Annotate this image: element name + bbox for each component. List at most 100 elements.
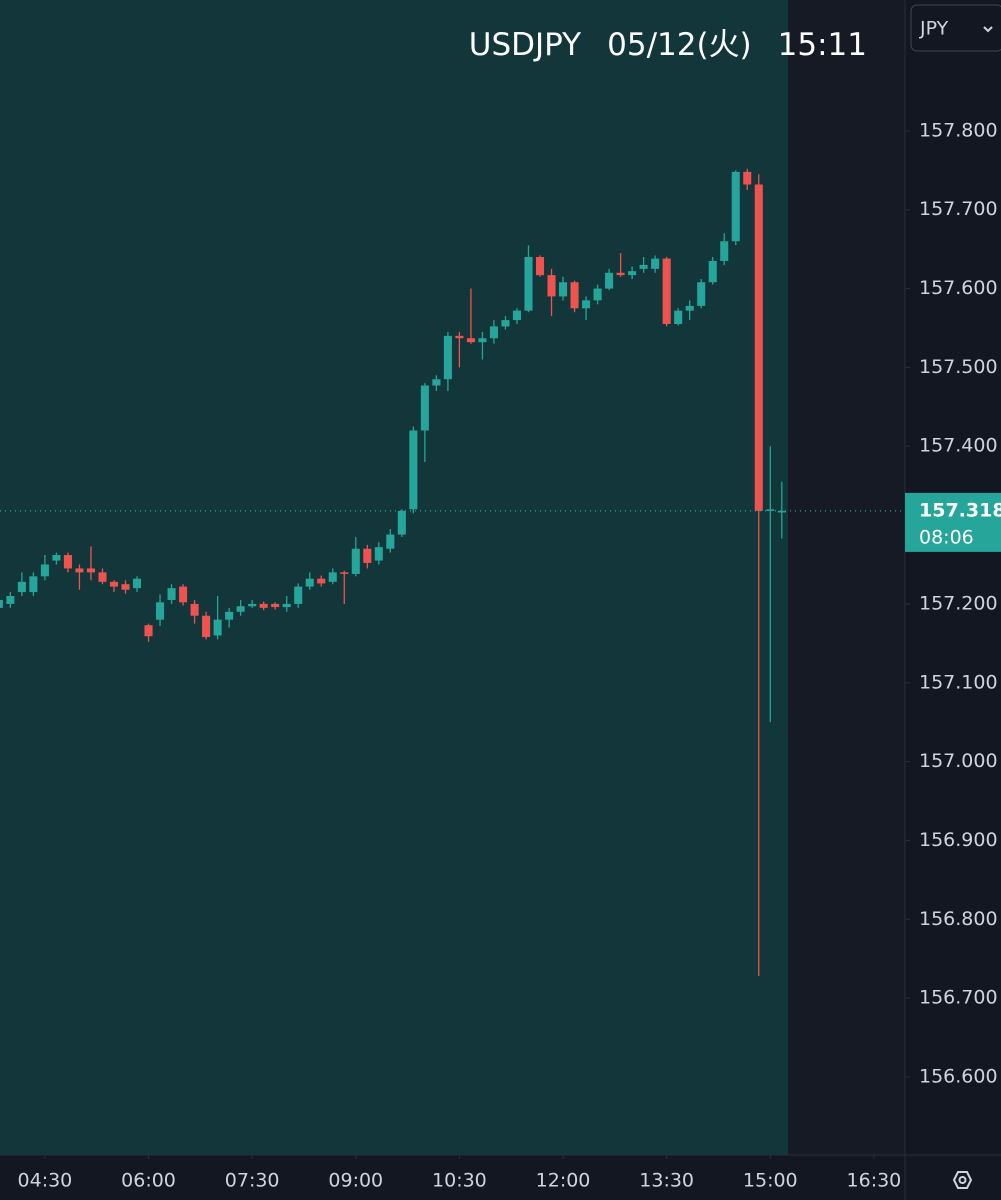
- candle-body: [420, 385, 429, 431]
- candle-body: [6, 596, 15, 604]
- x-tick-label: 12:00: [536, 1170, 591, 1192]
- symbol: USDJPY: [469, 27, 581, 63]
- candle-body: [547, 275, 556, 297]
- y-tick-label: 156.700: [919, 987, 998, 1009]
- y-tick-label: 156.900: [919, 829, 998, 851]
- candle-body: [202, 615, 211, 638]
- candle-body: [374, 547, 383, 561]
- settings-icon-center[interactable]: [958, 1176, 967, 1184]
- time: 15:11: [778, 27, 867, 63]
- x-tick-label: 06:00: [121, 1170, 176, 1192]
- candle-body: [593, 288, 602, 301]
- candle-body: [731, 171, 740, 242]
- settings-icon[interactable]: [952, 1171, 973, 1189]
- candle-body: [582, 300, 591, 309]
- price-label: 157.318: [919, 499, 1001, 521]
- candle-body: [489, 326, 498, 339]
- candle-body: [328, 572, 337, 582]
- candle-body: [697, 282, 706, 306]
- candle-body: [86, 568, 95, 573]
- candle-body: [674, 310, 683, 325]
- y-tick-label: 156.600: [919, 1065, 998, 1087]
- candle-body: [98, 572, 107, 582]
- y-tick-label: 157.800: [919, 119, 998, 141]
- currency-button[interactable]: JPY: [910, 4, 1001, 52]
- candle-body: [616, 272, 625, 276]
- candle-body: [156, 602, 165, 620]
- candle-body: [363, 548, 372, 563]
- candle-body: [651, 258, 660, 269]
- candle-body: [766, 509, 775, 511]
- x-tick-label: 09:00: [328, 1170, 383, 1192]
- price-label-box: [905, 492, 1001, 552]
- candle-body: [75, 568, 84, 573]
- candle-body: [743, 171, 752, 185]
- y-tick-label: 157.000: [919, 750, 998, 772]
- candle-body: [121, 584, 130, 590]
- candle-body: [524, 257, 533, 311]
- candle-body: [109, 581, 119, 587]
- candle-body: [432, 379, 441, 386]
- candle-body: [409, 430, 418, 510]
- candle-body: [282, 603, 291, 608]
- countdown-label: 08:06: [919, 526, 974, 548]
- candle-body: [512, 310, 522, 321]
- y-tick-label: 157.600: [919, 277, 998, 299]
- candle-body: [144, 625, 153, 637]
- candle-body: [340, 572, 349, 574]
- y-tick-label: 157.400: [919, 435, 998, 457]
- settings-button[interactable]: [952, 1171, 973, 1189]
- candle-body: [559, 282, 568, 297]
- y-tick-label: 157.100: [919, 671, 998, 693]
- candle-body: [213, 619, 222, 636]
- x-tick-label: 07:30: [225, 1170, 280, 1192]
- candle-body: [190, 603, 199, 616]
- candle-body: [17, 581, 26, 593]
- y-tick-label: 157.500: [919, 356, 998, 378]
- y-tick-label: 156.800: [919, 908, 998, 930]
- candle-body: [236, 606, 245, 612]
- candle-body: [570, 282, 579, 309]
- candle-body: [351, 548, 360, 574]
- chart-title: USDJPY 05/12(火) 15:11: [469, 27, 867, 63]
- candle-body: [0, 599, 3, 608]
- x-tick-label: 10:30: [432, 1170, 487, 1192]
- candle-body: [708, 260, 717, 283]
- candle-body: [754, 184, 763, 511]
- candle-body: [167, 588, 176, 600]
- date: 05/12(火): [607, 27, 752, 63]
- candle-body: [52, 555, 61, 561]
- candle-body: [397, 510, 406, 535]
- x-tick-label: 15:00: [743, 1170, 798, 1192]
- candle-body: [63, 555, 72, 569]
- candle-body: [478, 338, 487, 343]
- candle-body: [305, 578, 314, 587]
- candle-body: [132, 578, 142, 589]
- currency-label[interactable]: JPY: [919, 18, 949, 40]
- candle-body: [455, 335, 464, 339]
- x-tick-label: 04:30: [18, 1170, 73, 1192]
- candle-body: [720, 241, 729, 261]
- candle-body: [685, 305, 694, 311]
- candle-body: [40, 564, 49, 577]
- candle-body: [466, 338, 475, 343]
- currency-button-frame[interactable]: [910, 4, 1001, 52]
- session-highlight: [0, 0, 788, 1155]
- candle-body: [639, 264, 648, 269]
- y-tick-label: 157.700: [919, 198, 998, 220]
- candle-body: [294, 586, 303, 604]
- candle-body: [179, 586, 188, 603]
- dropdown-arrow[interactable]: [983, 26, 993, 33]
- candle-body: [259, 603, 268, 608]
- x-tick-label: 16:30: [847, 1170, 902, 1192]
- candle-body: [443, 335, 452, 380]
- candle-body: [605, 272, 614, 289]
- candle-body: [248, 603, 257, 607]
- candle-body: [662, 258, 671, 325]
- x-tick-label: 13:30: [639, 1170, 694, 1192]
- candle-body: [501, 320, 510, 327]
- candle-body: [777, 510, 786, 513]
- candle-body: [271, 603, 280, 608]
- candle-body: [317, 578, 326, 584]
